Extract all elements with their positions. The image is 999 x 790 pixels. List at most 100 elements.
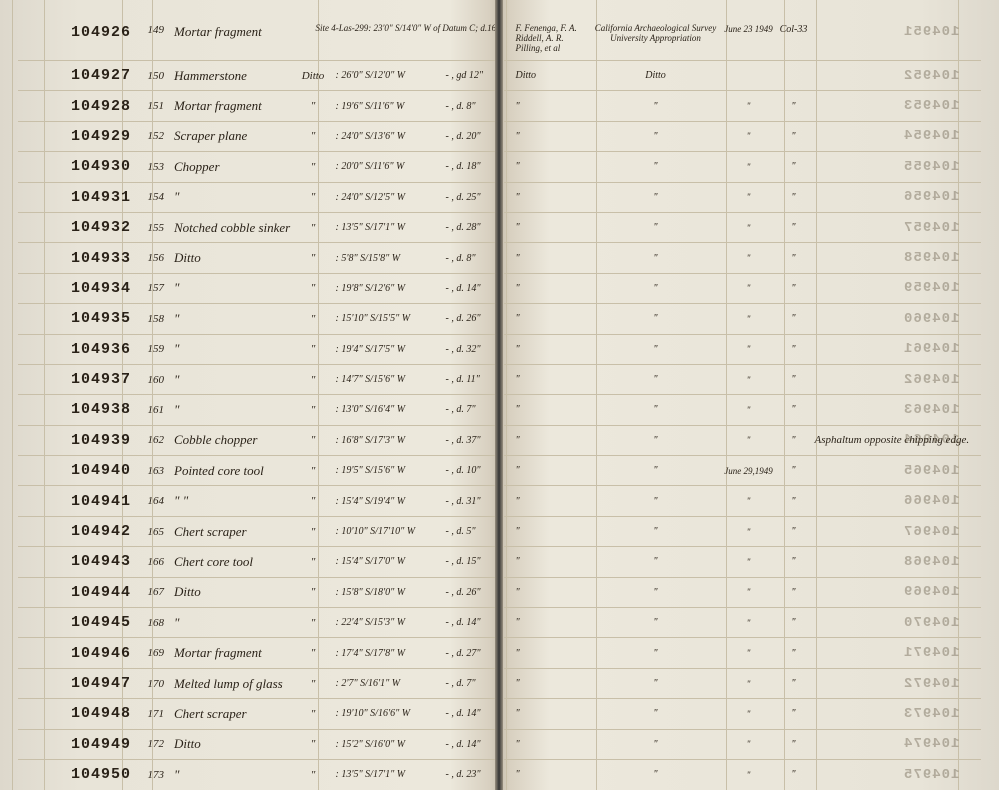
site-cell: " xyxy=(291,222,336,234)
ledger-row-right: """"104974 xyxy=(504,729,982,759)
date-cell: " xyxy=(720,314,778,324)
depth-cell: - , d. 26" xyxy=(446,313,496,324)
accession-cell: " xyxy=(778,313,810,324)
catalog-number: 104940 xyxy=(62,462,140,479)
catalog-number: 104938 xyxy=(62,401,140,418)
accession-cell: " xyxy=(778,131,810,142)
depth-cell: - , d. 14" xyxy=(446,283,496,294)
accession-cell: " xyxy=(778,617,810,628)
site-cell: " xyxy=(291,617,336,629)
method-cell: " xyxy=(592,739,720,750)
site-cell: " xyxy=(291,282,336,294)
item-description: Hammerstone xyxy=(168,68,291,84)
depth-cell: - , d. 5" xyxy=(446,526,496,537)
method-cell: Ditto xyxy=(592,70,720,81)
method-cell: " xyxy=(592,344,720,355)
bleed-through-number: 104963 xyxy=(903,402,959,418)
ledger-row: 104928151Mortar fragment": 19'6" S/11'6"… xyxy=(18,90,496,120)
date-cell: " xyxy=(720,770,778,780)
method-cell: " xyxy=(592,556,720,567)
ledger-book: 104926149Mortar fragmentSite 4-Las-299: … xyxy=(0,0,999,790)
bleed-through-number: 104954 xyxy=(903,128,959,144)
date-cell: June 29,1949 xyxy=(720,466,778,476)
location-cell: : 15'10" S/15'5" W xyxy=(336,313,446,324)
date-cell: " xyxy=(720,101,778,111)
ledger-row-right: """"104960 xyxy=(504,303,982,333)
accession-cell: " xyxy=(778,404,810,415)
accession-cell: " xyxy=(778,465,810,476)
method-cell: " xyxy=(592,222,720,233)
location-cell: : 17'4" S/17'8" W xyxy=(336,648,446,659)
ledger-row: 104935158"": 15'10" S/15'5" W- , d. 26" xyxy=(18,303,496,333)
site-cell: " xyxy=(291,647,336,659)
ledger-row-right: """"104962 xyxy=(504,364,982,394)
catalog-number: 104933 xyxy=(62,250,140,267)
right-page: F. Fenenga, F. A. Riddell, A. R. Pilling… xyxy=(496,0,999,790)
book-spine xyxy=(495,0,503,790)
location-cell: : 19'8" S/12'6" W xyxy=(336,283,446,294)
item-description: " xyxy=(168,341,291,357)
catalog-number: 104926 xyxy=(62,24,140,41)
accession-cell: " xyxy=(778,708,810,719)
accession-cell: " xyxy=(778,344,810,355)
ledger-row: 104929152Scraper plane": 24'0" S/13'6" W… xyxy=(18,121,496,151)
item-description: Notched cobble sinker xyxy=(168,220,291,236)
ledger-row: 104946169Mortar fragment": 17'4" S/17'8"… xyxy=(18,637,496,667)
item-number: 164 xyxy=(140,495,168,507)
item-number: 152 xyxy=(140,130,168,142)
date-cell: June 23 1949 xyxy=(720,24,778,34)
method-cell: " xyxy=(592,465,720,476)
depth-cell: - , d. 26" xyxy=(446,587,496,598)
site-cell: " xyxy=(291,404,336,416)
date-cell: " xyxy=(720,131,778,141)
date-cell: " xyxy=(720,527,778,537)
catalog-number: 104947 xyxy=(62,675,140,692)
depth-cell: - , gd 12" xyxy=(446,70,496,81)
depth-cell: - , d. 7" xyxy=(446,404,496,415)
ledger-row: 104945168"": 22'4" S/15'3" W- , d. 14" xyxy=(18,607,496,637)
date-cell: " xyxy=(720,739,778,749)
bleed-through-number: 104967 xyxy=(903,524,959,540)
catalog-number: 104941 xyxy=(62,493,140,510)
item-description: Mortar fragment xyxy=(168,98,291,114)
ledger-row-right: """"104975 xyxy=(504,759,982,789)
date-cell: " xyxy=(720,375,778,385)
depth-cell: - , d. 7" xyxy=(446,678,496,689)
date-cell: " xyxy=(720,192,778,202)
item-number: 158 xyxy=(140,313,168,325)
item-description: " " xyxy=(168,493,291,509)
catalog-number: 104929 xyxy=(62,128,140,145)
catalog-number: 104946 xyxy=(62,645,140,662)
item-description: Melted lump of glass xyxy=(168,676,291,692)
location-cell: : 26'0" S/12'0" W xyxy=(336,70,446,81)
depth-cell: - , d. 11" xyxy=(446,374,496,385)
method-cell: " xyxy=(592,526,720,537)
site-cell: " xyxy=(291,769,336,781)
catalog-number: 104942 xyxy=(62,523,140,540)
accession-cell: " xyxy=(778,374,810,385)
catalog-number: 104936 xyxy=(62,341,140,358)
ledger-row: 104933156Ditto": 5'8" S/15'8" W- , d. 8" xyxy=(18,242,496,272)
bleed-through-number: 104961 xyxy=(903,341,959,357)
ledger-row-right: """"104958 xyxy=(504,242,982,272)
collector-cell: " xyxy=(504,131,592,142)
depth-cell: - , d. 20" xyxy=(446,131,496,142)
collector-cell: " xyxy=(504,435,592,446)
ledger-row: 104944167Ditto": 15'8" S/18'0" W- , d. 2… xyxy=(18,577,496,607)
site-cell: " xyxy=(291,100,336,112)
method-cell: " xyxy=(592,253,720,264)
catalog-number: 104950 xyxy=(62,766,140,783)
catalog-number: 104948 xyxy=(62,705,140,722)
collector-cell: " xyxy=(504,678,592,689)
depth-cell: - , d. 14" xyxy=(446,708,496,719)
date-cell: " xyxy=(720,648,778,658)
accession-cell: " xyxy=(778,678,810,689)
ledger-row-right: """"104955 xyxy=(504,151,982,181)
ledger-row-right: """"104954 xyxy=(504,121,982,151)
site-cell: " xyxy=(291,678,336,690)
method-cell: " xyxy=(592,587,720,598)
method-cell: " xyxy=(592,404,720,415)
ledger-row: 104930153Chopper": 20'0" S/11'6" W- , d.… xyxy=(18,151,496,181)
location-cell: : 13'0" S/16'4" W xyxy=(336,404,446,415)
bleed-through-number: 104965 xyxy=(903,463,959,479)
